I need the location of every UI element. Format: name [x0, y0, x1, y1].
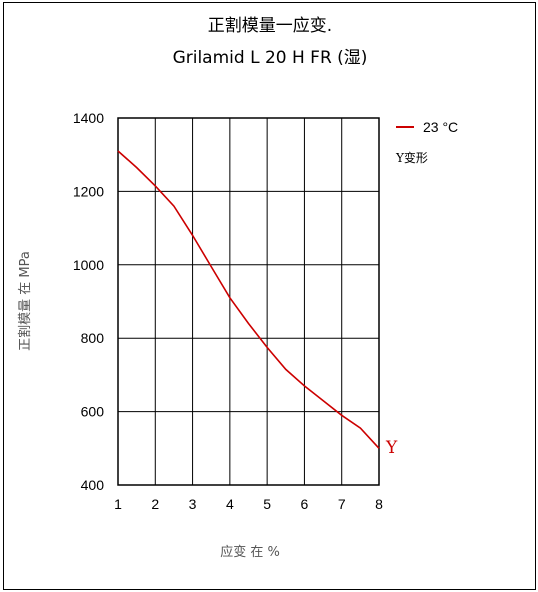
x-axis-label: 应变 在 %: [220, 544, 280, 560]
legend-note: Y变形: [395, 150, 428, 165]
plot-area-border: [117, 117, 380, 486]
y-tick-label: 1400: [73, 110, 104, 126]
y-tick-label: 400: [81, 477, 105, 493]
grid-layer: [117, 117, 380, 486]
legend-series-label: 23 °C: [423, 119, 458, 135]
x-tick-label: 8: [375, 496, 383, 512]
y-tick-label: 1200: [73, 183, 104, 199]
x-tick-label: 2: [151, 496, 159, 512]
legend: 23 °C Y变形: [395, 119, 458, 165]
series-line-23c: [117, 150, 380, 449]
x-tick-label: 4: [226, 496, 234, 512]
tick-label-layer: 1 2 3 4 5 6 7 8 400 600 800 1000 1200 1400: [73, 110, 383, 512]
x-tick-label: 7: [338, 496, 346, 512]
chart-subtitle: Grilamid L 20 H FR (湿): [173, 48, 368, 68]
series-layer: [117, 150, 380, 449]
x-tick-label: 3: [189, 496, 197, 512]
y-axis-label: 正割模量 在 MPa: [17, 251, 33, 351]
x-tick-label: 1: [114, 496, 122, 512]
x-tick-label: 6: [301, 496, 309, 512]
end-marker-label: Y: [385, 438, 398, 458]
y-tick-label: 1000: [73, 257, 104, 273]
chart-frame: [3, 2, 536, 590]
x-tick-label: 5: [263, 496, 271, 512]
y-tick-label: 600: [81, 404, 105, 420]
chart-title: 正割模量一应变.: [208, 16, 332, 36]
y-tick-label: 800: [81, 330, 105, 346]
